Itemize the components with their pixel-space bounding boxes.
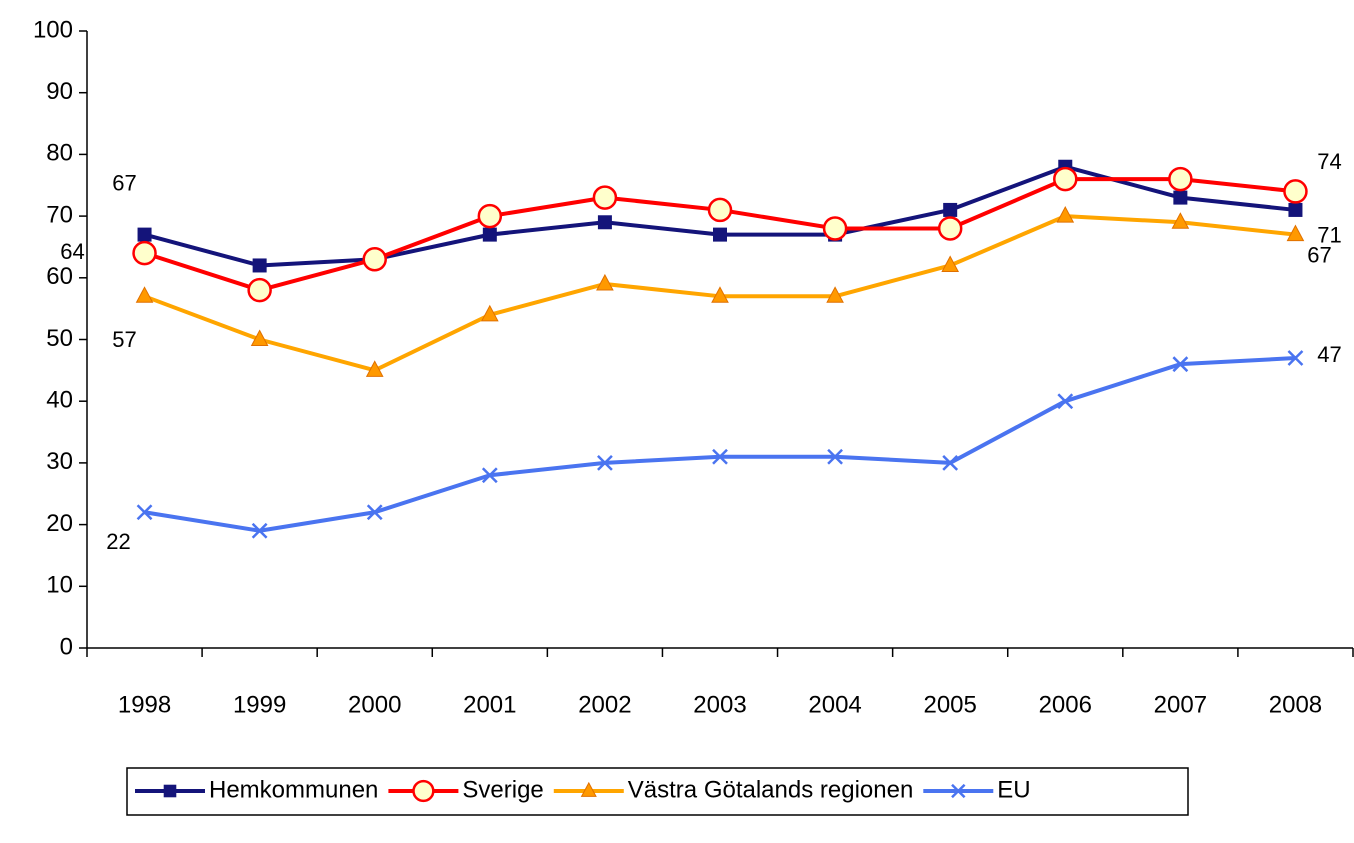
data-label: 22: [106, 529, 130, 554]
point: [826, 286, 844, 303]
point: [1168, 166, 1193, 192]
legend-label: Västra Götalands regionen: [628, 776, 914, 803]
point: [827, 448, 843, 465]
y-tick-label: 30: [46, 448, 73, 475]
x-tick-label: 2001: [463, 691, 516, 718]
data-label: 71: [1317, 223, 1341, 248]
x-tick-label: 2008: [1269, 691, 1322, 718]
point: [937, 216, 963, 241]
point: [712, 448, 728, 465]
point: [163, 784, 177, 798]
point: [136, 504, 153, 521]
y-tick-label: 10: [46, 572, 73, 599]
y-tick-label: 70: [46, 201, 73, 228]
y-tick-label: 0: [60, 633, 73, 660]
point: [477, 203, 503, 229]
point: [1287, 350, 1304, 366]
legend-label: Hemkommunen: [209, 776, 378, 803]
point: [941, 255, 960, 272]
point: [597, 455, 613, 471]
x-tick-label: 2004: [808, 691, 861, 718]
point: [1053, 166, 1078, 192]
point: [580, 781, 597, 797]
point: [362, 247, 387, 272]
point: [251, 522, 268, 539]
point: [1173, 190, 1188, 205]
legend-label: EU: [997, 776, 1030, 803]
x-tick-label: 2007: [1154, 691, 1207, 718]
point: [252, 258, 267, 273]
point: [596, 273, 614, 291]
x-tick-label: 2003: [693, 691, 746, 718]
point: [1288, 202, 1303, 217]
point: [1171, 212, 1190, 229]
point: [1283, 179, 1308, 204]
x-tick-label: 2005: [923, 691, 976, 718]
y-tick-label: 60: [46, 263, 73, 290]
x-tick-label: 1998: [118, 691, 171, 718]
series-line: [144, 356, 1296, 533]
y-tick-label: 100: [33, 16, 73, 43]
point: [597, 215, 612, 230]
point: [480, 304, 499, 322]
x-tick-label: 2002: [578, 691, 631, 718]
point: [1172, 356, 1189, 373]
point: [365, 360, 384, 377]
y-tick-label: 50: [46, 325, 73, 352]
data-label: 67: [1307, 242, 1331, 267]
point: [135, 286, 154, 303]
data-label: 57: [112, 327, 136, 352]
point: [707, 197, 733, 223]
legend-label: Sverige: [462, 776, 543, 803]
y-tick-label: 20: [46, 510, 73, 537]
point: [247, 277, 272, 303]
data-label: 67: [112, 170, 136, 195]
point: [822, 216, 848, 241]
point: [250, 329, 269, 346]
point: [1057, 393, 1074, 410]
point: [711, 286, 729, 303]
point: [592, 185, 618, 210]
point: [412, 779, 435, 803]
x-tick-label: 2006: [1039, 691, 1092, 718]
y-tick-label: 80: [46, 140, 73, 167]
data-label: 74: [1317, 149, 1341, 174]
point: [366, 504, 383, 521]
data-label: 64: [60, 239, 84, 264]
point: [942, 455, 959, 471]
y-tick-label: 90: [46, 78, 73, 105]
point: [137, 227, 152, 242]
point: [713, 227, 727, 242]
data-label: 47: [1317, 342, 1341, 367]
point: [1286, 224, 1305, 242]
point: [1056, 206, 1075, 223]
point: [943, 202, 958, 217]
point: [481, 467, 498, 484]
point: [132, 240, 157, 266]
y-tick-label: 40: [46, 387, 73, 414]
legend-box: [126, 767, 1189, 816]
x-tick-label: 1999: [233, 691, 286, 718]
point: [482, 227, 497, 242]
point: [951, 783, 966, 799]
x-tick-label: 2000: [348, 691, 401, 718]
